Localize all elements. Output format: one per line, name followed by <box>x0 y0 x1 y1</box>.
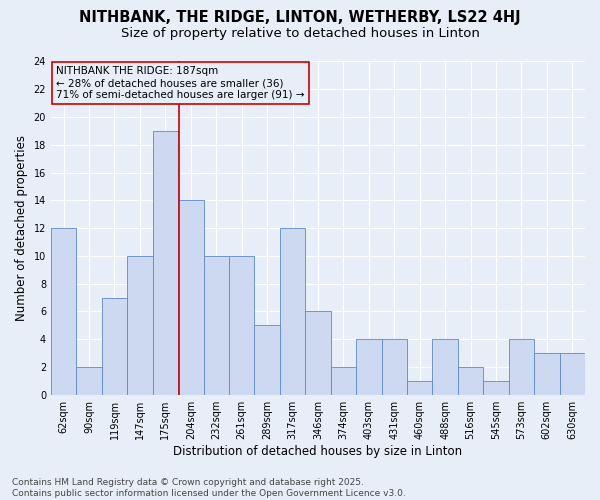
Bar <box>560 353 585 395</box>
Bar <box>203 256 229 394</box>
Text: NITHBANK, THE RIDGE, LINTON, WETHERBY, LS22 4HJ: NITHBANK, THE RIDGE, LINTON, WETHERBY, L… <box>79 10 521 25</box>
Bar <box>433 339 458 394</box>
Text: NITHBANK THE RIDGE: 187sqm
← 28% of detached houses are smaller (36)
71% of semi: NITHBANK THE RIDGE: 187sqm ← 28% of deta… <box>56 66 305 100</box>
Bar <box>305 312 331 394</box>
Bar <box>51 228 76 394</box>
Bar <box>534 353 560 395</box>
Bar <box>102 298 127 394</box>
Bar <box>483 381 509 394</box>
Bar <box>229 256 254 394</box>
Bar <box>407 381 433 394</box>
Bar <box>331 367 356 394</box>
Y-axis label: Number of detached properties: Number of detached properties <box>15 135 28 321</box>
Bar <box>178 200 203 394</box>
X-axis label: Distribution of detached houses by size in Linton: Distribution of detached houses by size … <box>173 444 463 458</box>
Text: Size of property relative to detached houses in Linton: Size of property relative to detached ho… <box>121 28 479 40</box>
Bar <box>458 367 483 394</box>
Bar <box>356 339 382 394</box>
Bar <box>127 256 152 394</box>
Text: Contains HM Land Registry data © Crown copyright and database right 2025.
Contai: Contains HM Land Registry data © Crown c… <box>12 478 406 498</box>
Bar <box>76 367 102 394</box>
Bar <box>382 339 407 394</box>
Bar <box>280 228 305 394</box>
Bar <box>509 339 534 394</box>
Bar <box>152 131 178 394</box>
Bar <box>254 326 280 394</box>
